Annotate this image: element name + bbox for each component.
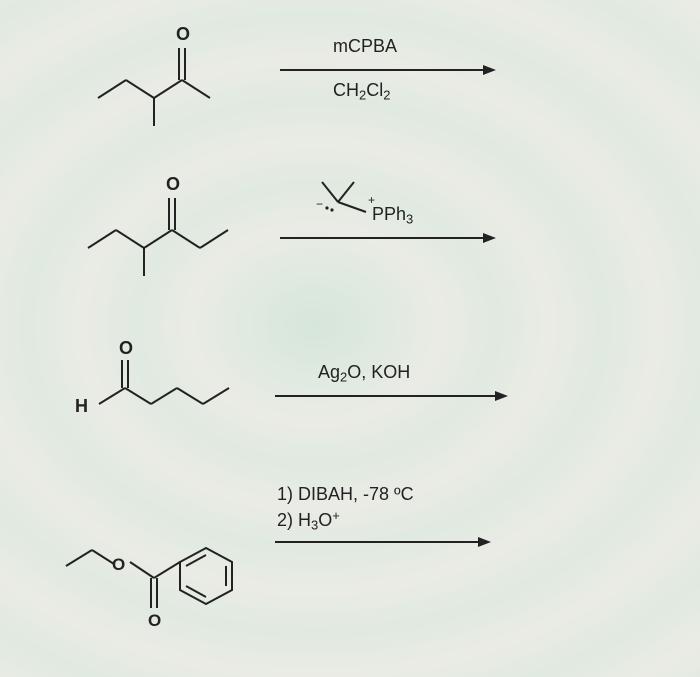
- reagent-line1-4: 1) DIBAH, -78 ºC: [277, 484, 414, 505]
- oxygen-label: O: [119, 338, 133, 358]
- reaction-4: O O 1) DIBAH, -78 ºC 2) H3O+: [48, 478, 652, 638]
- aldehyde-structure-icon: O H: [63, 338, 263, 438]
- ester-structure-icon: O O: [58, 496, 258, 646]
- reaction-1: O mCPBA CH2Cl2: [48, 18, 652, 138]
- ylide-label: PPh3: [372, 204, 413, 227]
- ylide-reagent: − + PPh3: [300, 168, 450, 233]
- reaction-2: O − + PPh3: [48, 168, 652, 298]
- carbonyl-O-label: O: [148, 611, 161, 630]
- reagent-line2-4: 2) H3O+: [277, 508, 340, 532]
- oxygen-label: O: [176, 24, 190, 44]
- oxygen-label: O: [166, 174, 180, 194]
- substrate-2: O: [78, 168, 258, 283]
- substrate-1: O: [88, 18, 248, 133]
- ester-O-label: O: [112, 555, 125, 574]
- substrate-3: O H: [63, 338, 263, 443]
- ketone-structure-icon: O: [78, 168, 258, 278]
- reagent-top-3: Ag2O, KOH: [318, 362, 410, 385]
- reagent-bottom-1: CH2Cl2: [333, 80, 390, 103]
- ketone-structure-icon: O: [88, 18, 248, 128]
- reaction-3: O H Ag2O, KOH: [48, 338, 652, 448]
- minus-charge: −: [316, 197, 323, 211]
- aldehyde-H: H: [75, 396, 88, 416]
- substrate-4: O O: [58, 496, 258, 651]
- reagent-top-1: mCPBA: [333, 36, 397, 57]
- arrow-2: [278, 230, 498, 251]
- reaction-sheet: O mCPBA CH2Cl2: [48, 18, 652, 642]
